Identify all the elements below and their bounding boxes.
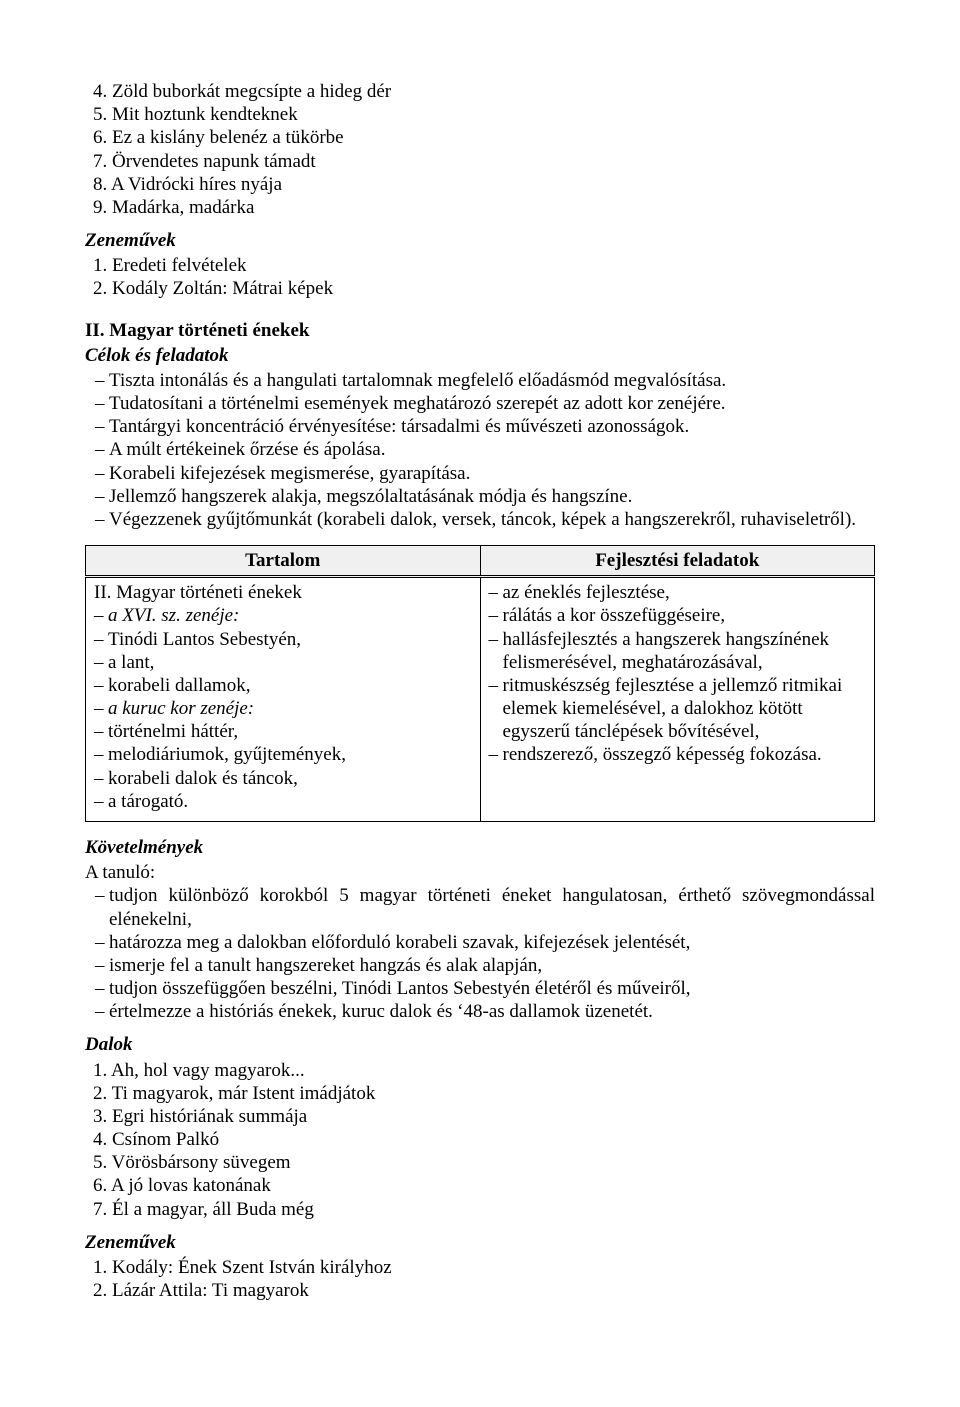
kov-lead: A tanuló: — [85, 861, 875, 884]
section2-subheading: Célok és feladatok — [85, 344, 875, 367]
list-item: 2. Ti magyarok, már Istent imádjátok — [93, 1082, 875, 1105]
dash-icon: – — [95, 1000, 109, 1023]
bullet-text: Tudatosítani a történelmi események megh… — [109, 392, 875, 415]
dash-icon: – — [94, 743, 108, 766]
heading-zenemuvek-1: Zeneművek — [85, 229, 875, 252]
heading-dalok: Dalok — [85, 1033, 875, 1056]
list-item: 7. Örvendetes napunk támadt — [93, 150, 875, 173]
dash-icon: – — [95, 438, 109, 461]
dash-icon: – — [95, 977, 109, 1000]
cell-item: az éneklés fejlesztése, — [503, 581, 867, 604]
list-item: 6. A jó lovas katonának — [93, 1174, 875, 1197]
list-item: 2. Lázár Attila: Ti magyarok — [93, 1279, 875, 1302]
cell-item: rendszerező, összegző képesség fokozása. — [503, 743, 867, 766]
content-table: Tartalom Fejlesztési feladatok II. Magya… — [85, 545, 875, 822]
bullet-text: határozza meg a dalokban előforduló kora… — [109, 931, 875, 954]
cell-item: a lant, — [108, 651, 472, 674]
bullet-text: ismerje fel a tanult hangszereket hangzá… — [109, 954, 875, 977]
list-item: 2. Kodály Zoltán: Mátrai képek — [93, 277, 875, 300]
kov-list: –tudjon különböző korokból 5 magyar tört… — [85, 884, 875, 1023]
list-item: 8. A Vidrócki híres nyája — [93, 173, 875, 196]
cell-line: II. Magyar történeti énekek — [94, 581, 472, 604]
list-item: 4. Csínom Palkó — [93, 1128, 875, 1151]
dash-icon: – — [95, 392, 109, 415]
list-item: 5. Mit hoztunk kendteknek — [93, 103, 875, 126]
numbered-list-top: 4. Zöld buborkát megcsípte a hideg dér 5… — [85, 80, 875, 219]
cell-item: a tárogató. — [108, 790, 472, 813]
list-item: 4. Zöld buborkát megcsípte a hideg dér — [93, 80, 875, 103]
list-item: 5. Vörösbársony süvegem — [93, 1151, 875, 1174]
list-item: 9. Madárka, madárka — [93, 196, 875, 219]
dash-icon: – — [489, 628, 503, 674]
cell-item: ritmuskészség fejlesztése a jellemző rit… — [503, 674, 867, 744]
list-item: 1. Kodály: Ének Szent István királyhoz — [93, 1256, 875, 1279]
cell-item: rálátás a kor összefüggéseire, — [503, 604, 867, 627]
zenemuvek-2-list: 1. Kodály: Ének Szent István királyhoz 2… — [85, 1256, 875, 1302]
cell-item: Tinódi Lantos Sebestyén, — [108, 628, 472, 651]
bullet-text: értelmezze a históriás énekek, kuruc dal… — [109, 1000, 875, 1023]
cell-line-italic: a kuruc kor zenéje: — [108, 697, 472, 720]
dash-icon: – — [94, 651, 108, 674]
dash-icon: – — [95, 954, 109, 977]
bullet-text: Tiszta intonálás és a hangulati tartalom… — [109, 369, 875, 392]
dash-icon: – — [489, 674, 503, 744]
list-item: 6. Ez a kislány belenéz a tükörbe — [93, 126, 875, 149]
dash-icon: – — [95, 931, 109, 954]
cell-item: korabeli dalok és táncok, — [108, 767, 472, 790]
bullet-text: tudjon összefüggően beszélni, Tinódi Lan… — [109, 977, 875, 1000]
dash-icon: – — [489, 743, 503, 766]
bullet-text: Korabeli kifejezések megismerése, gyarap… — [109, 462, 875, 485]
list-item: 1. Ah, hol vagy magyarok... — [93, 1059, 875, 1082]
section2-bullets: –Tiszta intonálás és a hangulati tartalo… — [85, 369, 875, 531]
bullet-text: A múlt értékeinek őrzése és ápolása. — [109, 438, 875, 461]
dash-icon: – — [94, 790, 108, 813]
dash-icon: – — [95, 462, 109, 485]
dash-icon: – — [95, 415, 109, 438]
dash-icon: – — [95, 508, 109, 531]
cell-item: hallásfejlesztés a hangszerek hangszínén… — [503, 628, 867, 674]
bullet-text: Végezzenek gyűjtőmunkát (korabeli dalok,… — [109, 508, 875, 531]
dash-icon: – — [95, 884, 109, 930]
cell-item: melodiáriumok, gyűjtemények, — [108, 743, 472, 766]
dash-icon: – — [94, 674, 108, 697]
dash-icon: – — [94, 697, 108, 720]
list-item: 7. Él a magyar, áll Buda még — [93, 1198, 875, 1221]
dash-icon: – — [94, 767, 108, 790]
table-cell-left: II. Magyar történeti énekek –a XVI. sz. … — [86, 577, 481, 822]
cell-item: történelmi háttér, — [108, 720, 472, 743]
bullet-text: tudjon különböző korokból 5 magyar törté… — [109, 884, 875, 930]
table-cell-right: –az éneklés fejlesztése, –rálátás a kor … — [480, 577, 875, 822]
list-item: 3. Egri históriának summája — [93, 1105, 875, 1128]
dash-icon: – — [95, 485, 109, 508]
dash-icon: – — [489, 581, 503, 604]
dash-icon: – — [95, 369, 109, 392]
dash-icon: – — [489, 604, 503, 627]
bullet-text: Tantárgyi koncentráció érvényesítése: tá… — [109, 415, 875, 438]
table-header-tartalom: Tartalom — [86, 546, 481, 577]
bullet-text: Jellemző hangszerek alakja, megszólaltat… — [109, 485, 875, 508]
cell-item: korabeli dallamok, — [108, 674, 472, 697]
zenemuvek-1-list: 1. Eredeti felvételek 2. Kodály Zoltán: … — [85, 254, 875, 300]
dash-icon: – — [94, 720, 108, 743]
heading-zenemuvek-2: Zeneművek — [85, 1231, 875, 1254]
section2-heading: II. Magyar történeti énekek — [85, 319, 875, 342]
table-header-fejlesztesi: Fejlesztési feladatok — [480, 546, 875, 577]
list-item: 1. Eredeti felvételek — [93, 254, 875, 277]
cell-line-italic: a XVI. sz. zenéje: — [108, 604, 472, 627]
heading-kovetelmenyek: Követelmények — [85, 836, 875, 859]
dash-icon: – — [94, 628, 108, 651]
dash-icon: – — [94, 604, 108, 627]
dalok-list: 1. Ah, hol vagy magyarok... 2. Ti magyar… — [85, 1059, 875, 1221]
